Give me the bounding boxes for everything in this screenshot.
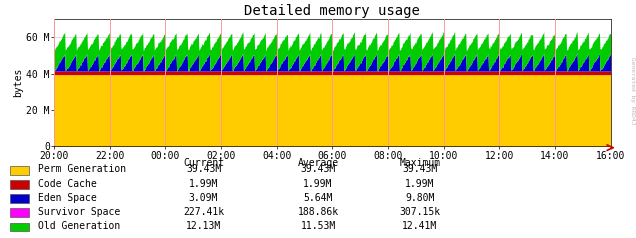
Text: Maximum: Maximum: [399, 158, 440, 168]
FancyBboxPatch shape: [10, 208, 29, 217]
Text: 12.13M: 12.13M: [186, 221, 221, 231]
Text: 12.41M: 12.41M: [402, 221, 438, 231]
Text: 3.09M: 3.09M: [189, 193, 218, 203]
Text: Eden Space: Eden Space: [38, 193, 97, 203]
Text: Average: Average: [298, 158, 338, 168]
Text: 1.99M: 1.99M: [189, 178, 218, 188]
Text: Generated by RRD4J: Generated by RRD4J: [630, 57, 635, 124]
Y-axis label: bytes: bytes: [13, 68, 24, 97]
Title: Detailed memory usage: Detailed memory usage: [244, 4, 420, 18]
Text: 39.43M: 39.43M: [186, 164, 221, 174]
FancyBboxPatch shape: [10, 180, 29, 189]
Text: 39.43M: 39.43M: [402, 164, 438, 174]
Text: Old Generation: Old Generation: [38, 221, 120, 231]
Text: 39.43M: 39.43M: [300, 164, 336, 174]
FancyBboxPatch shape: [10, 166, 29, 175]
Text: 227.41k: 227.41k: [183, 207, 224, 217]
Text: 11.53M: 11.53M: [300, 221, 336, 231]
Text: 188.86k: 188.86k: [298, 207, 338, 217]
Text: 1.99M: 1.99M: [303, 178, 333, 188]
Text: 307.15k: 307.15k: [399, 207, 440, 217]
Text: 1.99M: 1.99M: [405, 178, 434, 188]
FancyBboxPatch shape: [10, 194, 29, 203]
Text: Current: Current: [183, 158, 224, 168]
Text: Survivor Space: Survivor Space: [38, 207, 120, 217]
Text: Perm Generation: Perm Generation: [38, 164, 127, 174]
Text: Code Cache: Code Cache: [38, 178, 97, 188]
FancyBboxPatch shape: [10, 223, 29, 231]
Text: 5.64M: 5.64M: [303, 193, 333, 203]
Text: 9.80M: 9.80M: [405, 193, 434, 203]
